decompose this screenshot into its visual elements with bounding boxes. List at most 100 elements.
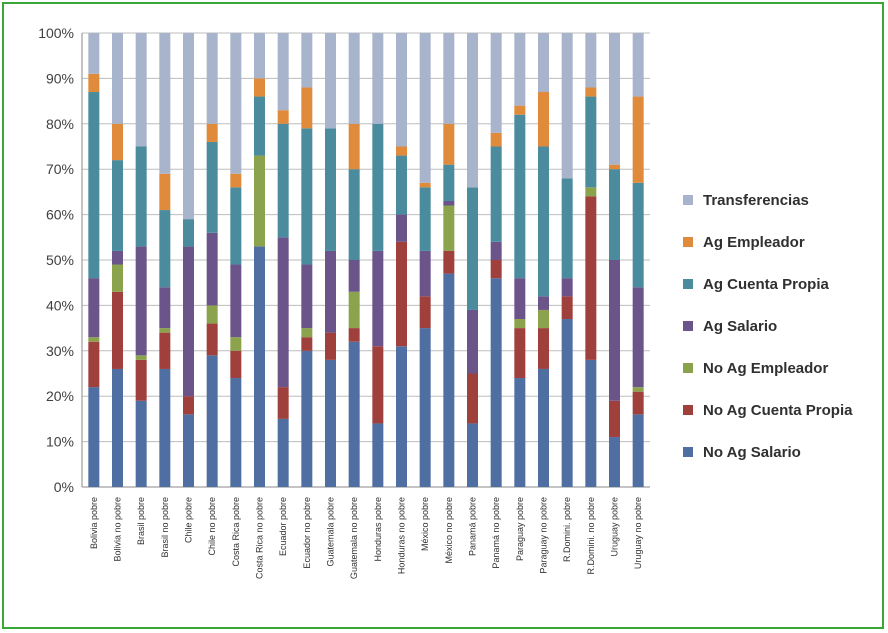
bar-segment bbox=[88, 92, 100, 279]
bar-segment bbox=[159, 287, 171, 329]
legend-label: Transferencias bbox=[703, 192, 809, 209]
bar-segment bbox=[419, 182, 431, 188]
bar-segment bbox=[490, 132, 502, 147]
bar-segment bbox=[230, 337, 242, 351]
y-axis: 0% 10% 20% 30% 40% 50% 60% 70% 80% 90% 100% bbox=[38, 25, 650, 495]
bar-segment bbox=[514, 328, 526, 379]
bar-segment bbox=[538, 328, 549, 369]
bar-segment bbox=[206, 123, 218, 142]
bar-segment bbox=[301, 87, 313, 129]
bar-segment bbox=[112, 123, 123, 161]
bar-segment bbox=[112, 250, 123, 265]
bar-segment bbox=[301, 33, 313, 88]
bar-segment bbox=[609, 33, 620, 165]
bar-segment bbox=[159, 368, 171, 487]
bar-segment bbox=[230, 33, 242, 174]
bar-segment bbox=[490, 146, 502, 242]
legend-label: Ag Cuenta Propia bbox=[703, 276, 830, 293]
bar-segment bbox=[230, 378, 242, 487]
bar-segment bbox=[538, 296, 549, 310]
legend-swatch bbox=[683, 237, 693, 247]
bar-segment bbox=[443, 33, 455, 124]
x-tick-label: Ecuador no pobre bbox=[302, 497, 312, 569]
bar-segment bbox=[372, 423, 384, 487]
x-tick-label: Costa Rica pobre bbox=[231, 497, 241, 567]
bar-segment bbox=[609, 169, 620, 260]
bar-segment bbox=[254, 78, 265, 97]
bar-segment bbox=[632, 391, 644, 415]
bar-segment bbox=[183, 396, 194, 415]
legend-label: Ag Salario bbox=[703, 318, 777, 335]
bar-segment bbox=[585, 33, 597, 88]
x-tick-label: Ecuador pobre bbox=[278, 497, 288, 556]
bar-segment bbox=[159, 33, 171, 174]
bar-segment bbox=[348, 33, 360, 124]
bar-segment bbox=[561, 296, 573, 320]
bar-segment bbox=[301, 328, 313, 338]
x-tick-label: Guatemala no pobre bbox=[349, 497, 359, 579]
y-tick-label: 90% bbox=[46, 70, 74, 86]
bar-segment bbox=[135, 355, 147, 360]
x-tick-label: Brasil no pobre bbox=[160, 497, 170, 558]
bar-segment bbox=[254, 155, 265, 247]
y-tick-label: 100% bbox=[38, 25, 74, 41]
bar-segment bbox=[206, 355, 218, 487]
bar-segment bbox=[230, 350, 242, 379]
x-tick-label: Bolivia pobre bbox=[89, 497, 99, 549]
bar-segment bbox=[585, 87, 597, 97]
bar-segment bbox=[490, 241, 502, 260]
bar-segment bbox=[561, 178, 573, 279]
bar-segment bbox=[112, 160, 123, 251]
bar-segment bbox=[514, 33, 526, 106]
legend-swatch bbox=[683, 321, 693, 331]
bar-segment bbox=[301, 128, 313, 265]
y-tick-label: 50% bbox=[46, 252, 74, 268]
x-axis-labels: Bolivia pobre Bolivia no pobre Brasil pobr… bbox=[89, 497, 643, 579]
bar-segment bbox=[585, 359, 597, 487]
bar-segment bbox=[561, 319, 573, 487]
bar-segment bbox=[609, 164, 620, 170]
bar-segment bbox=[159, 328, 171, 333]
bar-segment bbox=[206, 305, 218, 324]
x-tick-label: R.Domini. no pobre bbox=[586, 497, 596, 575]
x-tick-label: Paraguay pobre bbox=[515, 497, 525, 561]
bar-segment bbox=[372, 123, 384, 251]
bar-segment bbox=[609, 400, 620, 438]
bar-segment bbox=[372, 33, 384, 124]
bar-segment bbox=[325, 33, 336, 129]
y-tick-label: 30% bbox=[46, 343, 74, 359]
x-tick-label: México no pobre bbox=[444, 497, 454, 564]
bar-segment bbox=[135, 33, 147, 147]
bar-segment bbox=[277, 387, 289, 419]
bar-segment bbox=[112, 33, 123, 124]
bar-segment bbox=[396, 155, 407, 215]
bar-segment bbox=[301, 264, 313, 329]
bar-segment bbox=[206, 232, 218, 306]
bar-segment bbox=[112, 264, 123, 292]
bar-segment bbox=[112, 291, 123, 369]
y-tick-label: 20% bbox=[46, 388, 74, 404]
y-tick-label: 40% bbox=[46, 297, 74, 313]
bar-segment bbox=[396, 33, 407, 147]
x-tick-label: Panamá pobre bbox=[468, 497, 478, 556]
bar-segment bbox=[277, 123, 289, 238]
bar-segment bbox=[514, 319, 526, 329]
bar-segment bbox=[632, 414, 644, 487]
bar-segment bbox=[396, 346, 407, 487]
bar-segment bbox=[88, 278, 100, 338]
bar-segment bbox=[254, 246, 265, 487]
legend-label: No Ag Empleador bbox=[703, 360, 828, 377]
y-tick-label: 60% bbox=[46, 207, 74, 223]
bar-segment bbox=[585, 196, 597, 360]
bar-segment bbox=[467, 373, 478, 424]
bar-segment bbox=[514, 114, 526, 279]
x-tick-label: Brasil pobre bbox=[136, 497, 146, 545]
legend-swatch bbox=[683, 447, 693, 457]
bar-segment bbox=[443, 164, 455, 201]
legend-swatch bbox=[683, 195, 693, 205]
x-tick-label: Panamá no pobre bbox=[491, 497, 501, 569]
bar-segment bbox=[135, 146, 147, 247]
bar-segment bbox=[159, 332, 171, 369]
bar-segment bbox=[443, 273, 455, 487]
